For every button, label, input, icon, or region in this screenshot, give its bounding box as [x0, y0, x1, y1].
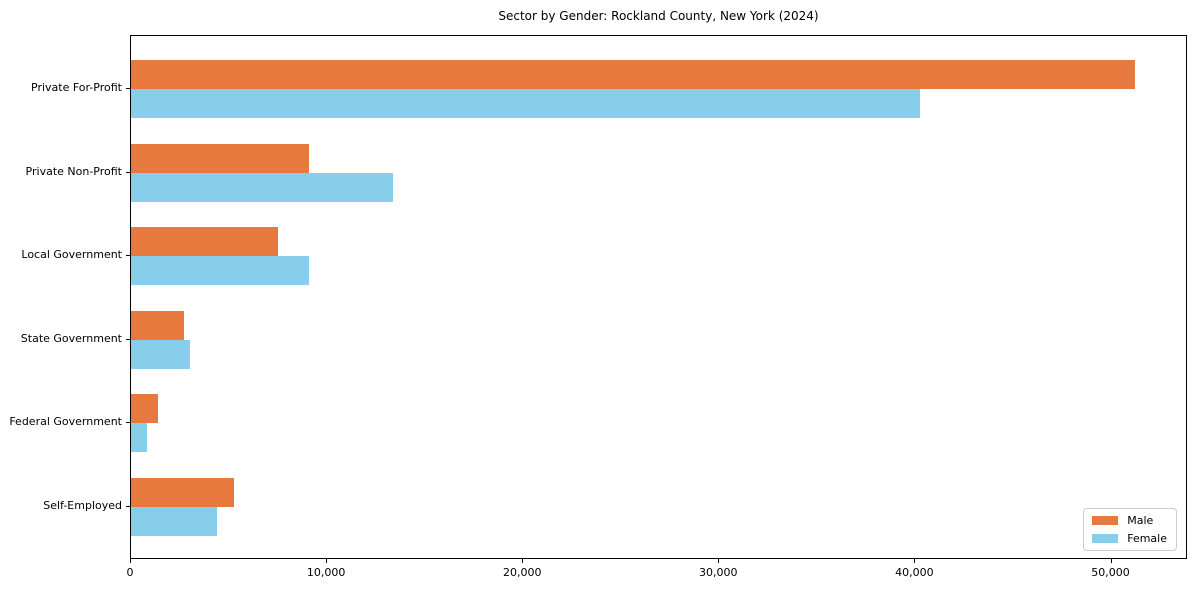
- plot-area: [130, 35, 1187, 559]
- legend-swatch-male: [1092, 516, 1119, 525]
- legend-label-female: Female: [1127, 532, 1167, 545]
- ytick-mark-3: [126, 338, 130, 340]
- xtick-mark-4: [914, 559, 916, 563]
- ytick-label-4: Federal Government: [9, 415, 122, 429]
- bar-male-2: [131, 227, 278, 257]
- bar-female-5: [131, 506, 218, 536]
- ytick-label-5: Self-Employed: [43, 498, 122, 512]
- xtick-mark-5: [1110, 559, 1112, 563]
- legend-item-male: Male: [1092, 514, 1167, 527]
- bar-female-1: [131, 172, 394, 202]
- bar-male-0: [131, 60, 1136, 90]
- ytick-mark-5: [126, 505, 130, 507]
- ytick-mark-1: [126, 171, 130, 173]
- xtick-label-2: 20,000: [502, 566, 542, 579]
- bar-female-0: [131, 89, 920, 119]
- legend: Male Female: [1083, 508, 1177, 551]
- xtick-label-0: 0: [126, 566, 134, 579]
- xtick-label-3: 30,000: [699, 566, 738, 579]
- bar-female-2: [131, 256, 310, 286]
- legend-swatch-female: [1092, 534, 1119, 543]
- ytick-mark-0: [126, 88, 130, 90]
- xtick-mark-1: [326, 559, 328, 563]
- ytick-label-0: Private For-Profit: [31, 81, 122, 95]
- legend-item-female: Female: [1092, 532, 1167, 545]
- bar-male-5: [131, 477, 234, 507]
- xtick-label-5: 50,000: [1091, 566, 1130, 579]
- ytick-label-1: Private Non-Profit: [25, 164, 122, 178]
- bar-female-4: [131, 423, 147, 453]
- ytick-mark-4: [126, 422, 130, 424]
- ytick-mark-2: [126, 255, 130, 257]
- ytick-label-2: Local Government: [21, 248, 122, 262]
- legend-label-male: Male: [1127, 514, 1154, 527]
- xtick-label-1: 10,000: [306, 566, 346, 579]
- xtick-mark-0: [130, 559, 131, 563]
- xtick-label-4: 40,000: [895, 566, 934, 579]
- xtick-mark-2: [522, 559, 524, 563]
- xtick-mark-3: [718, 559, 720, 563]
- chart-title: Sector by Gender: Rockland County, New Y…: [498, 9, 819, 23]
- bar-male-3: [131, 310, 184, 340]
- bar-male-1: [131, 143, 310, 173]
- bar-male-4: [131, 394, 159, 424]
- bar-female-3: [131, 339, 190, 369]
- ytick-label-3: State Government: [20, 331, 122, 345]
